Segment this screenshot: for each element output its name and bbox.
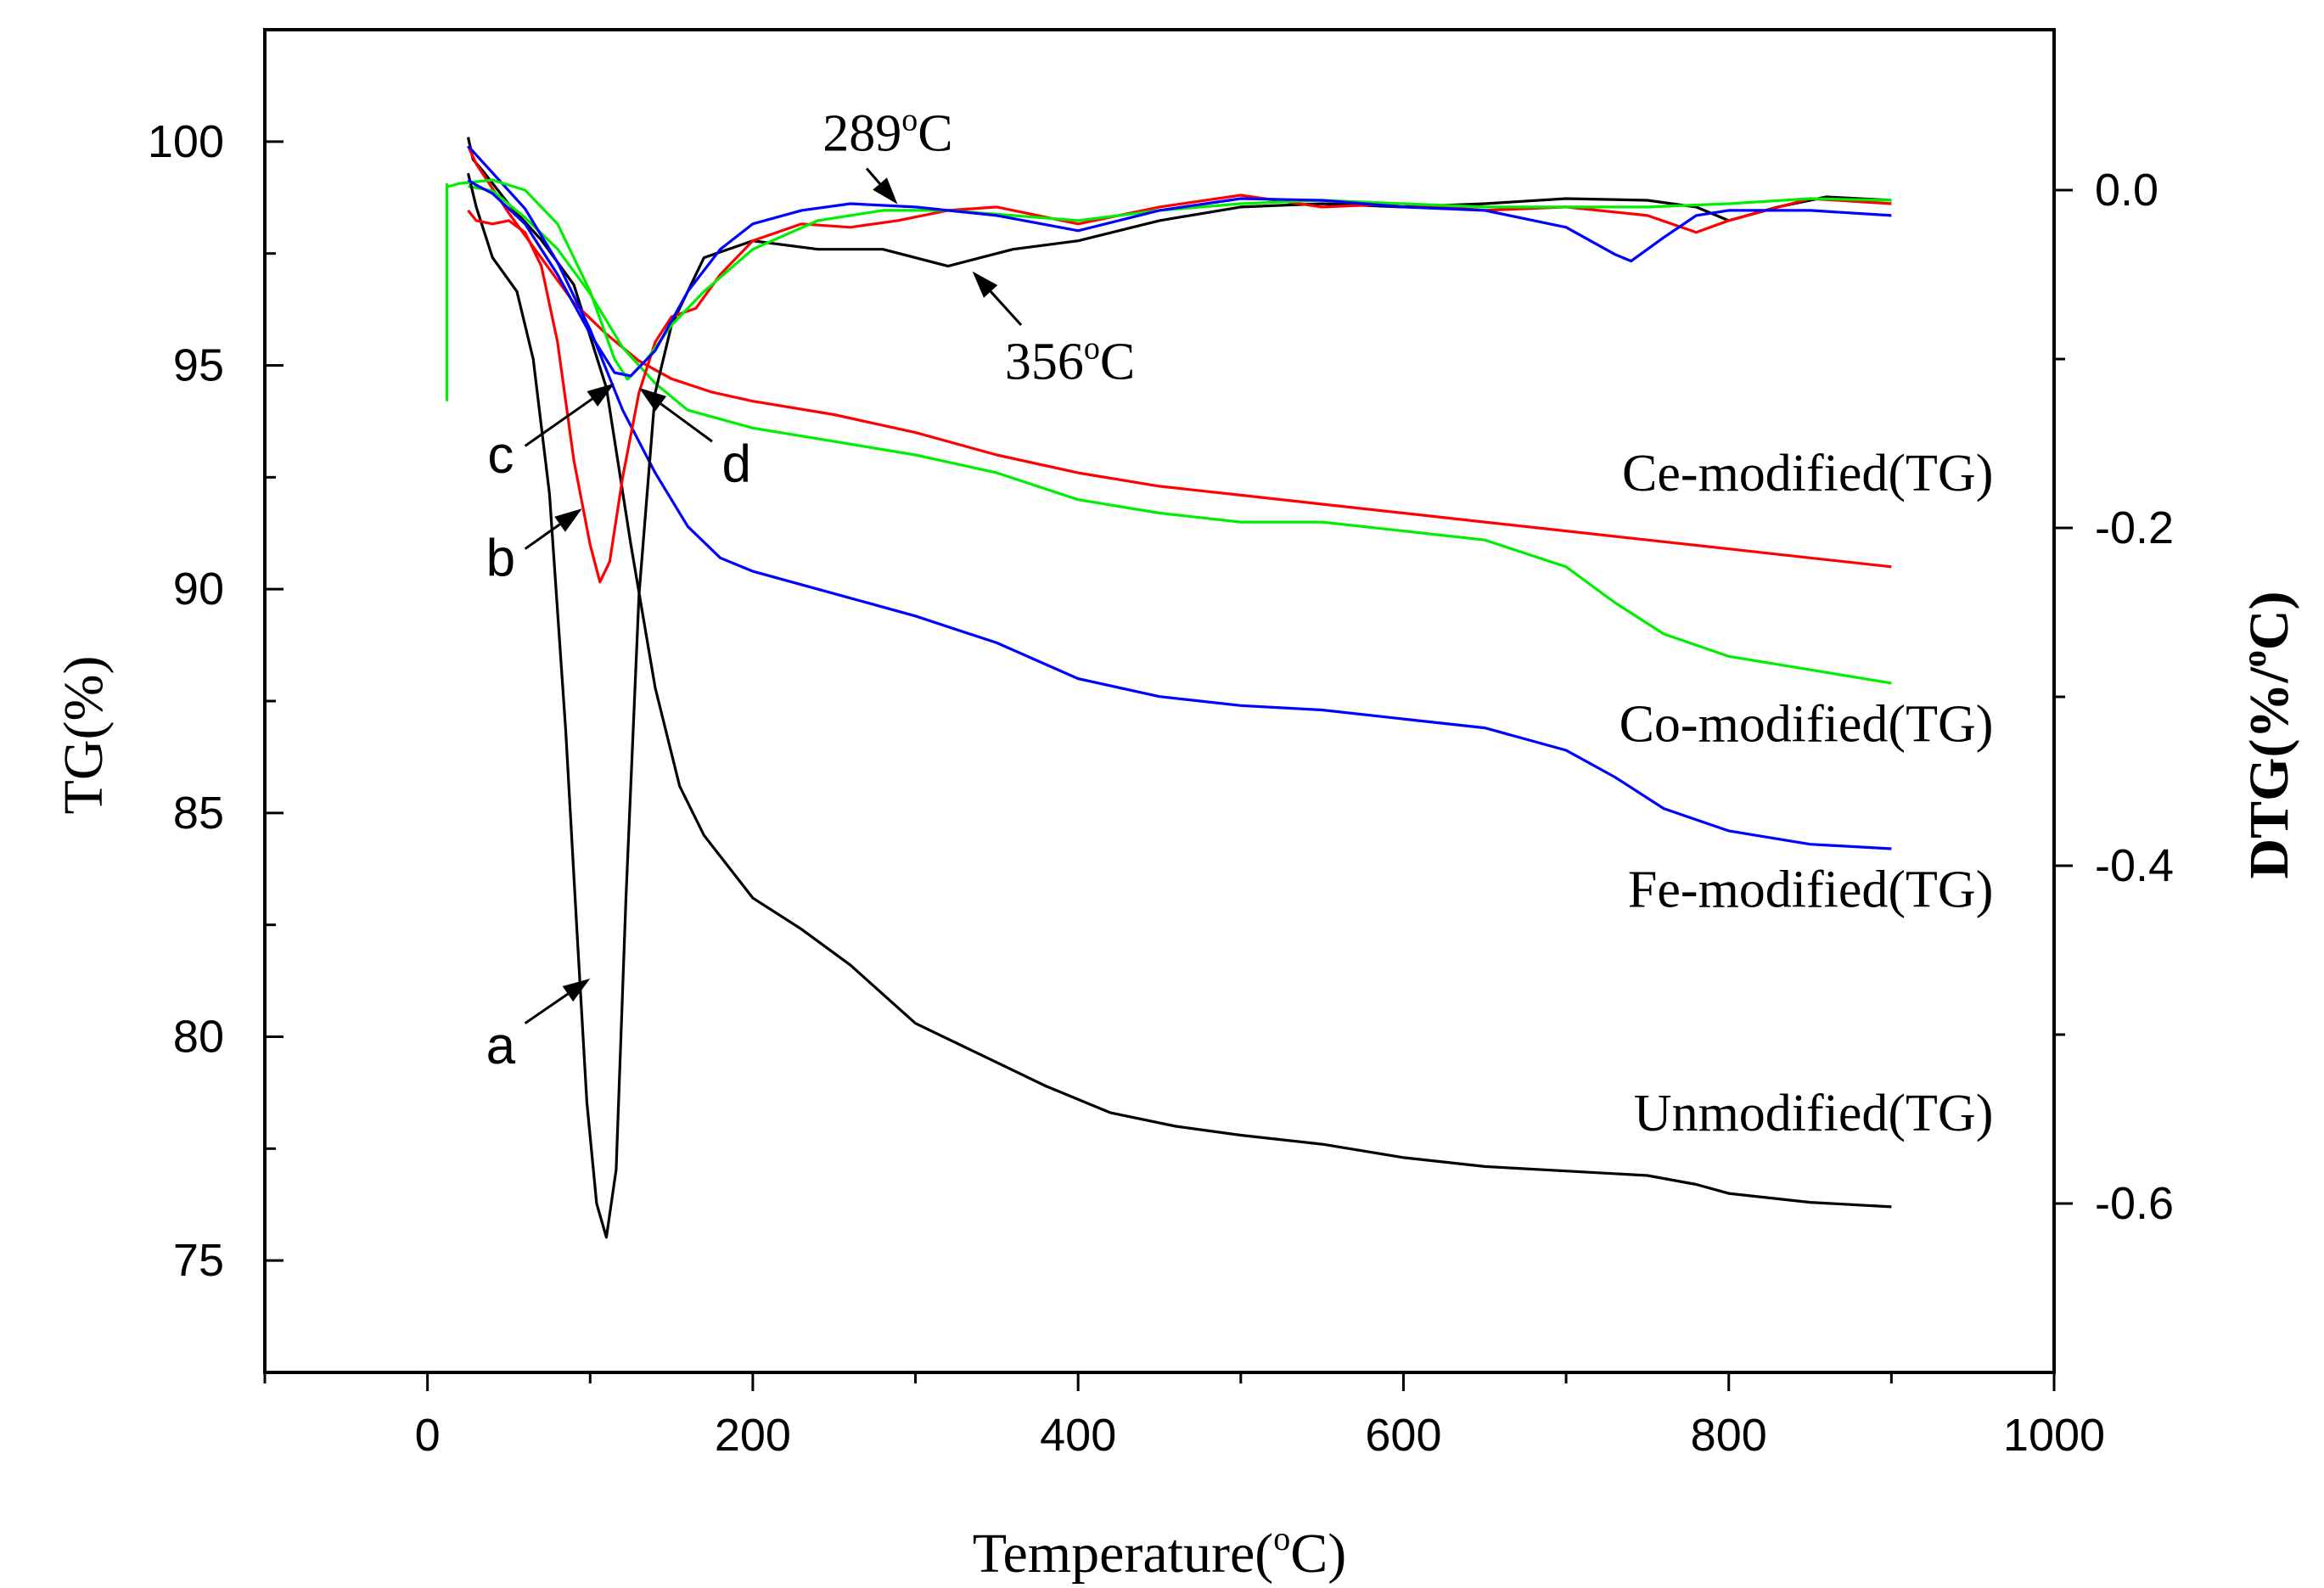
x-tick-label: 200 (715, 1410, 791, 1461)
x-axis-label: Temperature(oC) (973, 1519, 1347, 1585)
curve-letter-b: b (486, 529, 515, 587)
curve-arrow-a-head (562, 978, 591, 1002)
peak-label-356: 356oC (1005, 330, 1135, 390)
ticks-layer: 0 200 400 600 800 1000 75 80 85 90 95 100 0.0 -0.2 -0.… (148, 116, 2174, 1461)
curve-arrow-d-shaft (660, 402, 713, 443)
y-left-axis-label: TG(%) (53, 656, 115, 815)
y-left-tick-label: 95 (173, 340, 224, 391)
x-tick-label: 800 (1691, 1410, 1767, 1461)
curve-arrow-c-head (587, 383, 615, 407)
series-label-ce-modified: Ce-modified(TG) (1622, 445, 1993, 502)
curve-letter-c: c (487, 426, 514, 485)
curve-arrow-b-head (554, 508, 582, 532)
curve-letter-a: a (486, 1017, 516, 1075)
y-right-tick-label: -0.2 (2095, 502, 2174, 553)
curve-arrow-c-shaft (524, 397, 593, 447)
y-right-tick-label: -0.6 (2095, 1178, 2174, 1229)
curve-arrow-b-shaft (524, 523, 561, 550)
y-left-tick-label: 75 (173, 1235, 224, 1286)
labels-layer: Temperature(oC) TG(%) DTG(%/oC) (53, 592, 2300, 1585)
series-dtg-b (467, 194, 1892, 584)
series-tg-unmodified-tg (466, 137, 1892, 1209)
curve-arrow-a-shaft (524, 992, 569, 1024)
y-right-tick-label: -0.4 (2095, 840, 2174, 891)
curve-arrow-d-head (638, 387, 667, 412)
curve-arrow-a (524, 978, 591, 1024)
x-tick-label: 600 (1365, 1410, 1441, 1461)
y-left-tick-label: 85 (173, 788, 224, 839)
series-dtg-a (466, 172, 1892, 1239)
y-left-tick-label: 80 (173, 1012, 224, 1063)
peak-arrow-356-head (972, 271, 998, 298)
y-left-tick-label: 100 (148, 116, 224, 167)
y-right-axis-label: DTG(%/oC) (2235, 592, 2300, 879)
x-tick-label: 0 (415, 1410, 441, 1461)
x-tick-label: 1000 (2003, 1410, 2105, 1461)
series-tg-co-modified-tg (468, 185, 1892, 685)
peak-arrow-289-shaft (865, 167, 881, 185)
curve-letter-d: d (722, 435, 751, 494)
curve-arrow-b (524, 508, 582, 550)
x-tick-label: 400 (1040, 1410, 1116, 1461)
peak-label-289: 289oC (822, 102, 952, 162)
series-tg-fe-modified-tg (467, 145, 1892, 850)
series-label-co-modified: Co-modified(TG) (1620, 695, 1994, 753)
series-dtg-c (446, 178, 1892, 381)
series-layer (446, 137, 1892, 1239)
peak-arrow-289 (865, 167, 898, 205)
y-left-tick-label: 90 (173, 564, 224, 614)
curve-arrow-c (524, 383, 615, 447)
curve-arrow-d (638, 387, 713, 443)
series-label-fe-modified: Fe-modified(TG) (1628, 861, 1993, 919)
series-dtg-d (467, 178, 1892, 378)
annotation-layer: Ce-modified(TG) Co-modified(TG) Fe-modifie… (486, 102, 1994, 1142)
series-label-unmodified: Unmodified(TG) (1634, 1085, 1994, 1142)
peak-arrow-356-shaft (990, 290, 1023, 327)
peak-arrow-356 (972, 271, 1023, 327)
y-right-tick-label: 0.0 (2095, 165, 2158, 216)
peak-arrow-289-head (873, 177, 898, 205)
